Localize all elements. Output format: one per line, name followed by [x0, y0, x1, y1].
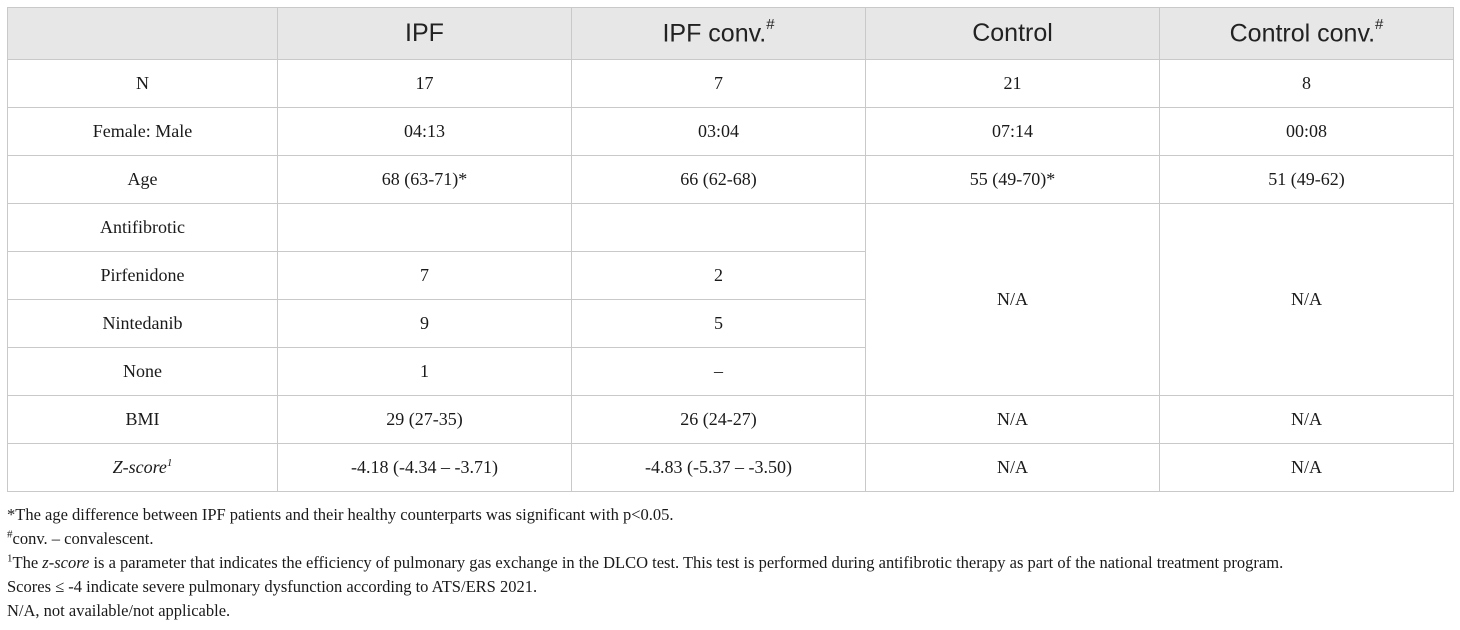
cell-age-ipf: 68 (63-71)* — [277, 155, 572, 204]
table-row-pirfenidone: Pirfenidone 7 2 — [7, 251, 1454, 300]
cell-n-ipf: 17 — [277, 59, 572, 108]
header-ipf-conv-mark: # — [766, 15, 775, 33]
header-control-conv-label: Control conv. — [1229, 19, 1376, 48]
header-ipf: IPF — [277, 7, 572, 60]
header-control-conv: Control conv.# — [1159, 7, 1454, 60]
row-label-n: N — [7, 59, 278, 108]
footnote-na: N/A, not available/not applicable. — [7, 601, 231, 620]
table-row-n: N 17 7 21 8 — [7, 59, 1454, 108]
cell-none-ipf-conv: – — [571, 347, 866, 396]
cell-pirfenidone-ipf-conv: 2 — [571, 251, 866, 300]
cell-zscore-control: N/A — [865, 443, 1160, 492]
row-label-antifibrotic: Antifibrotic — [7, 203, 278, 252]
row-label-bmi: BMI — [7, 395, 278, 444]
footnote-zscore-line2: Scores ≤ -4 indicate severe pulmonary dy… — [7, 577, 538, 596]
cell-age-control-conv: 51 (49-62) — [1159, 155, 1454, 204]
footnote-asterisk: *The age difference between IPF patients… — [7, 505, 674, 524]
table-row-nintedanib: Nintedanib 9 5 — [7, 299, 1454, 348]
header-row: IPF IPF conv.# Control Control conv.# — [7, 7, 1454, 60]
cell-n-control-conv: 8 — [1159, 59, 1454, 108]
cell-zscore-ipf: -4.18 (-4.34 – -3.71) — [277, 443, 572, 492]
cell-bmi-ipf: 29 (27-35) — [277, 395, 572, 444]
row-label-zscore-mark: 1 — [166, 457, 173, 469]
footnote-hash-mark: # — [7, 528, 13, 541]
cell-antifibrotic-ipf-conv — [571, 203, 866, 252]
cell-n-control: 21 — [865, 59, 1160, 108]
header-control: Control — [865, 7, 1160, 60]
cell-age-control: 55 (49-70)* — [865, 155, 1160, 204]
cell-sex-control: 07:14 — [865, 107, 1160, 156]
cell-bmi-control-conv: N/A — [1159, 395, 1454, 444]
header-ipf-conv: IPF conv.# — [571, 7, 866, 60]
cell-bmi-ipf-conv: 26 (24-27) — [571, 395, 866, 444]
header-ipf-conv-label: IPF conv. — [662, 19, 767, 48]
cell-n-ipf-conv: 7 — [571, 59, 866, 108]
footnote-zscore-text-after: is a parameter that indicates the effici… — [89, 553, 1284, 572]
cell-sex-control-conv: 00:08 — [1159, 107, 1454, 156]
header-blank — [7, 7, 278, 60]
table-row-bmi: BMI 29 (27-35) 26 (24-27) N/A N/A — [7, 395, 1454, 444]
cell-antifibrotic-control-conv: N/A — [1159, 203, 1454, 396]
patient-characteristics-table: IPF IPF conv.# Control Control conv.# N … — [7, 7, 1454, 492]
row-label-pirfenidone: Pirfenidone — [7, 251, 278, 300]
footnote-zscore-mark: 1 — [7, 552, 13, 565]
cell-sex-ipf-conv: 03:04 — [571, 107, 866, 156]
table-row-age: Age 68 (63-71)* 66 (62-68) 55 (49-70)* 5… — [7, 155, 1454, 204]
header-control-conv-mark: # — [1375, 15, 1384, 33]
row-label-zscore-text: Z-score — [112, 457, 167, 477]
row-label-age: Age — [7, 155, 278, 204]
footnote-hash-text: conv. – convalescent. — [12, 529, 154, 548]
table-footnotes: *The age difference between IPF patients… — [7, 503, 1457, 623]
cell-pirfenidone-ipf: 7 — [277, 251, 572, 300]
footnote-hash: #conv. – convalescent. — [7, 527, 1457, 551]
row-label-zscore: Z-score1 — [7, 443, 278, 492]
cell-nintedanib-ipf-conv: 5 — [571, 299, 866, 348]
table-row-antifibrotic: Antifibrotic N/A N/A — [7, 203, 1454, 396]
table-row-none: None 1 – — [7, 347, 1454, 396]
row-label-nintedanib: Nintedanib — [7, 299, 278, 348]
table-row-sex: Female: Male 04:13 03:04 07:14 00:08 — [7, 107, 1454, 156]
cell-zscore-ipf-conv: -4.83 (-5.37 – -3.50) — [571, 443, 866, 492]
cell-bmi-control: N/A — [865, 395, 1160, 444]
footnote-zscore-term: z-score — [42, 553, 90, 572]
table-row-zscore: Z-score1 -4.18 (-4.34 – -3.71) -4.83 (-5… — [7, 443, 1454, 492]
cell-zscore-control-conv: N/A — [1159, 443, 1454, 492]
footnote-zscore-text-before: The — [12, 553, 43, 572]
cell-antifibrotic-ipf — [277, 203, 572, 252]
cell-none-ipf: 1 — [277, 347, 572, 396]
cell-age-ipf-conv: 66 (62-68) — [571, 155, 866, 204]
cell-nintedanib-ipf: 9 — [277, 299, 572, 348]
cell-antifibrotic-control: N/A — [865, 203, 1160, 396]
footnote-zscore: 1The z-score is a parameter that indicat… — [7, 551, 1457, 575]
row-label-none: None — [7, 347, 278, 396]
row-label-sex: Female: Male — [7, 107, 278, 156]
cell-sex-ipf: 04:13 — [277, 107, 572, 156]
